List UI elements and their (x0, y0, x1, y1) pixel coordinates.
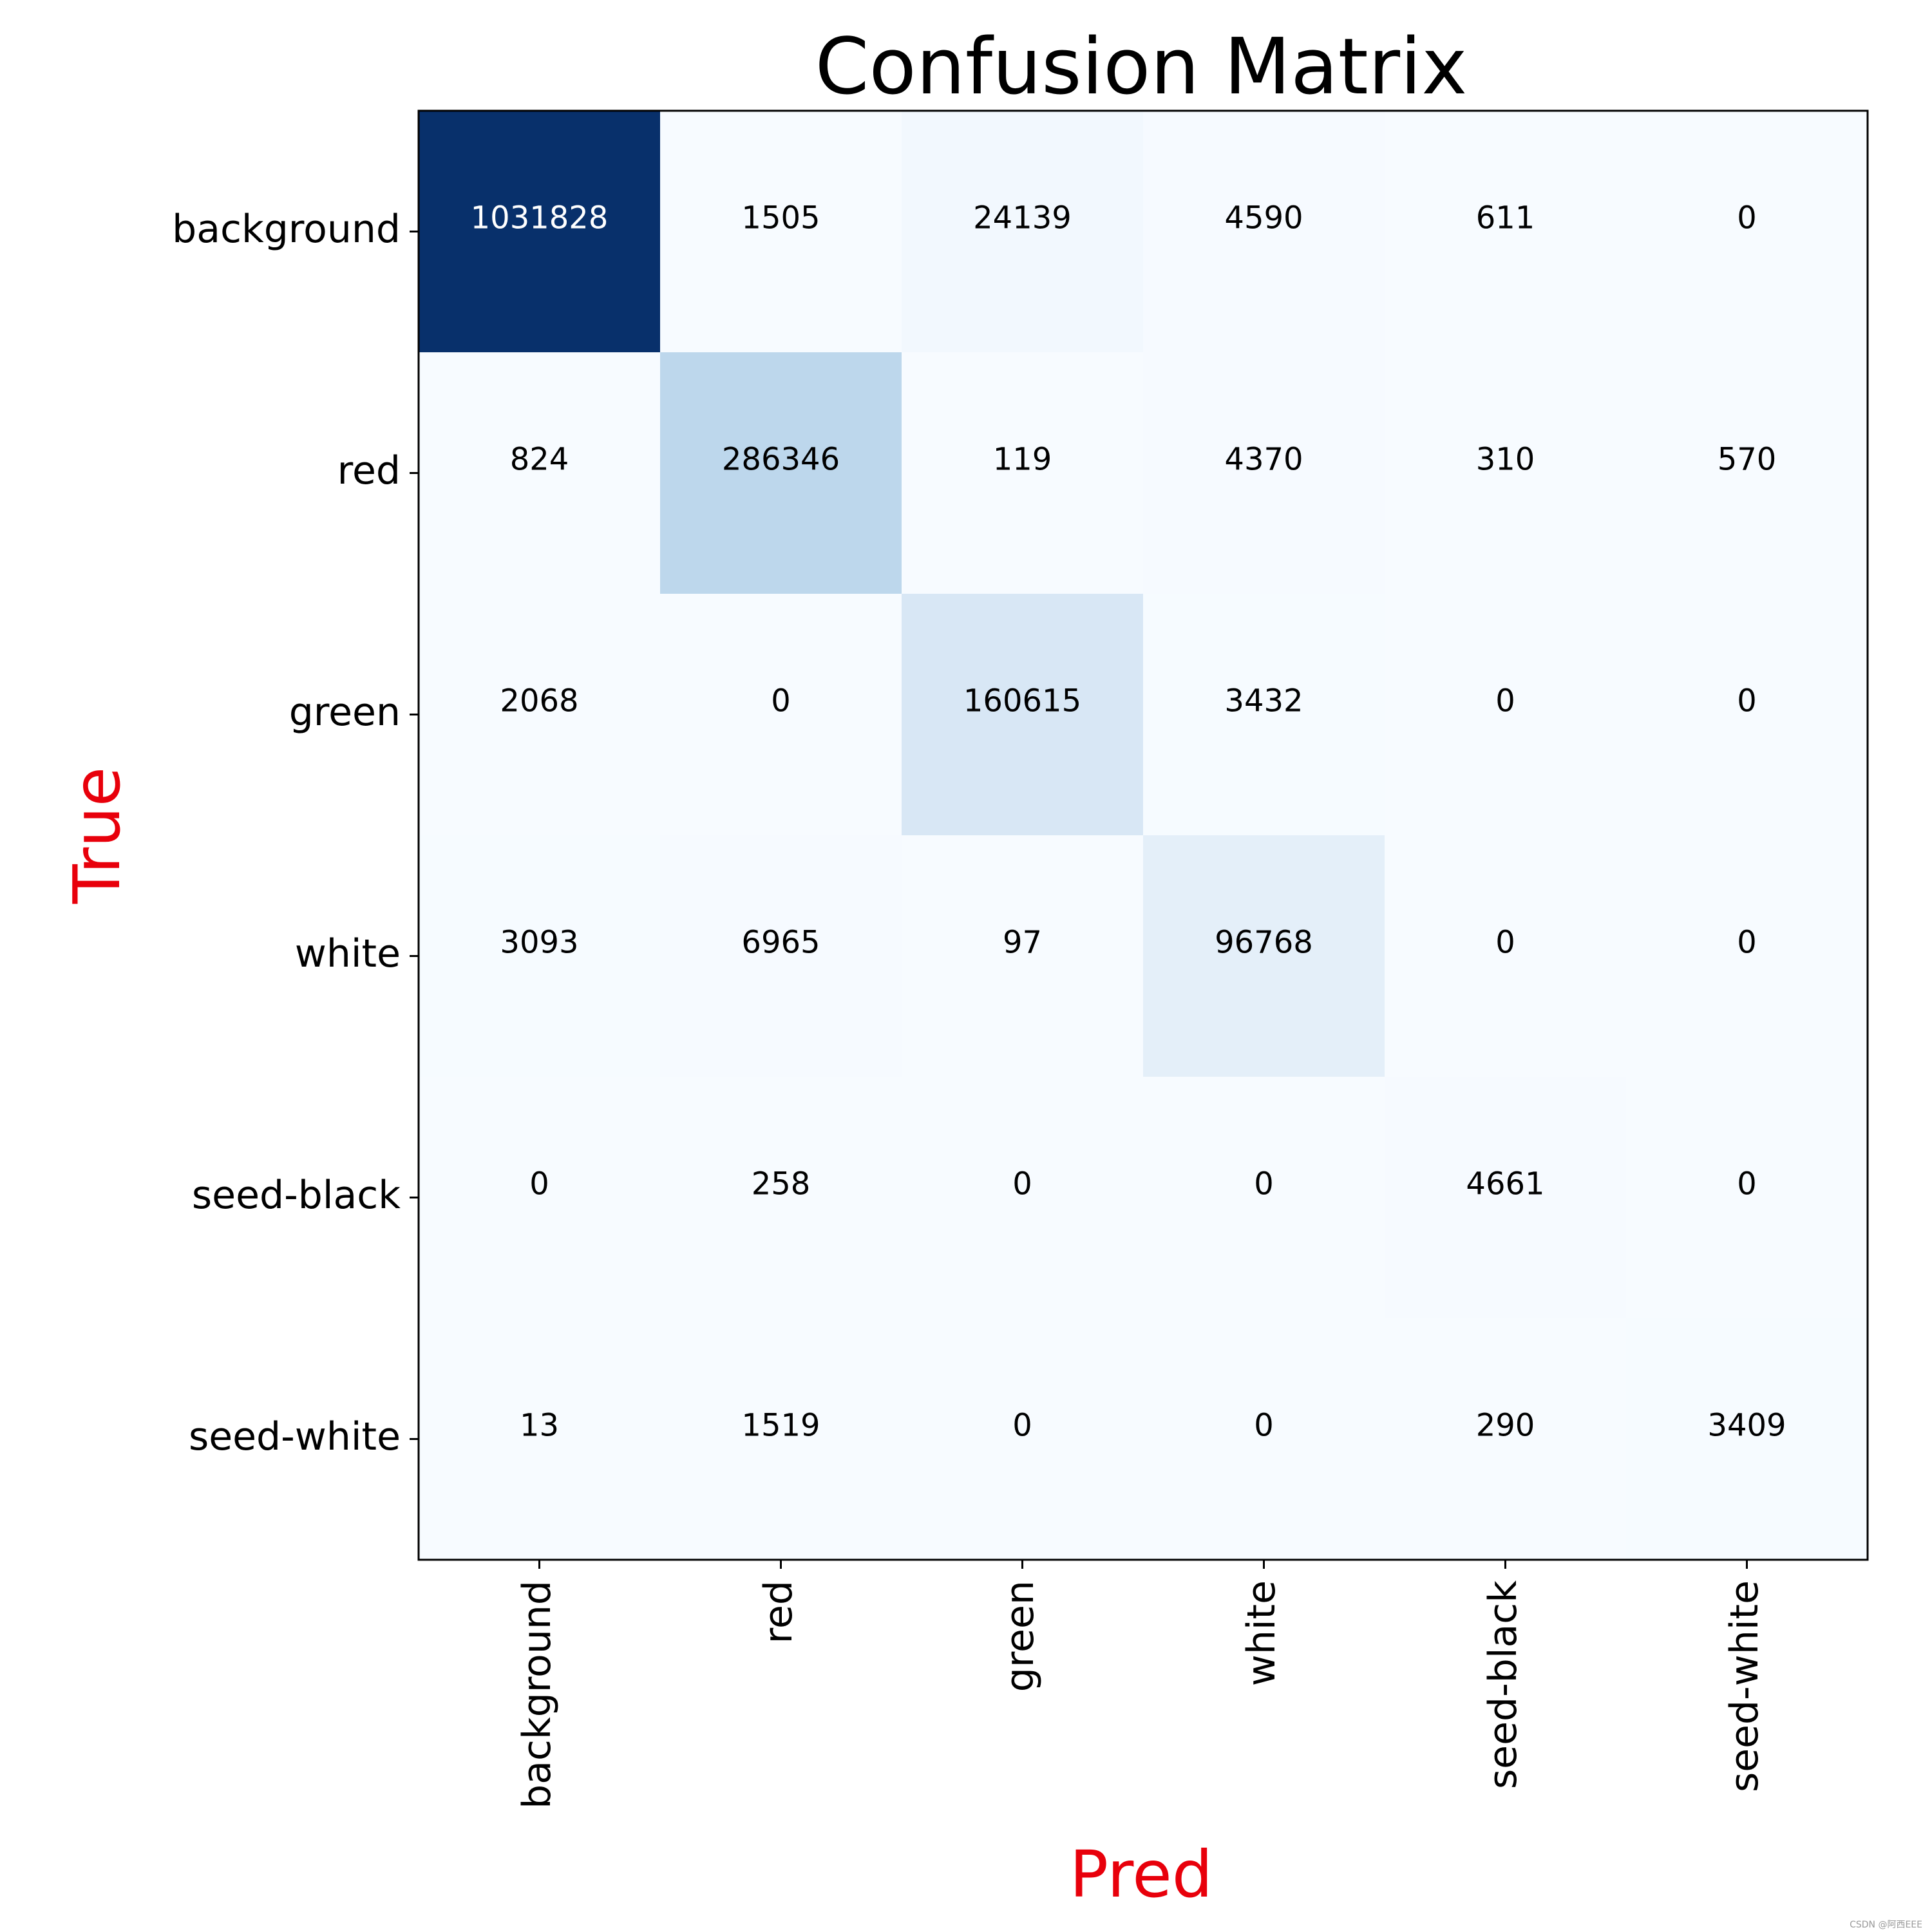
y-axis-label: True (59, 767, 135, 904)
heatmap-cell (660, 594, 902, 836)
cell-value-label: 0 (1012, 1408, 1032, 1444)
heatmap-cell (902, 1077, 1144, 1319)
cell-value-label: 97 (1003, 925, 1042, 961)
heatmap-cell (1143, 835, 1385, 1077)
y-tick-label: seed-black (192, 1173, 401, 1218)
heatmap-cell (902, 835, 1144, 1077)
heatmap-cell (902, 111, 1144, 353)
heatmap-cell (1385, 594, 1627, 836)
y-tick-label: background (172, 207, 401, 252)
cell-value-label: 286346 (722, 442, 840, 478)
cell-value-label: 13 (520, 1408, 559, 1444)
heatmap-cell (1143, 352, 1385, 594)
cell-value-label: 570 (1718, 442, 1777, 478)
heatmap-cell (1385, 1318, 1627, 1560)
heatmap-cell-labels: 1031828 1505 24139 4590 611 0 824 286346 119 4370… (471, 200, 1786, 1444)
cell-value-label: 611 (1476, 200, 1535, 236)
heatmap-cell (419, 835, 661, 1077)
heatmap-cell (419, 111, 661, 353)
heatmap-cell (1626, 1318, 1868, 1560)
heatmap-cell (1626, 594, 1868, 836)
plot-frame (417, 109, 1869, 1561)
cell-value-label: 290 (1476, 1408, 1535, 1444)
cell-value-label: 0 (1495, 683, 1515, 719)
x-tick-label: seed-white (1722, 1580, 1767, 1792)
heatmap-cell (1143, 1077, 1385, 1319)
cell-value-label: 0 (1737, 925, 1757, 961)
heatmap-cells (419, 111, 1868, 1560)
cell-value-label: 258 (752, 1166, 811, 1202)
y-tick-label: seed-white (189, 1414, 401, 1459)
x-tick-label: green (998, 1580, 1043, 1692)
heatmap-cell (660, 1077, 902, 1319)
cell-value-label: 3093 (500, 925, 578, 961)
watermark: CSDN @阿西EEE (1850, 1920, 1922, 1930)
x-tick-label: seed-black (1481, 1580, 1526, 1789)
cell-value-label: 1519 (741, 1408, 820, 1444)
heatmap-cell (1143, 1318, 1385, 1560)
heatmap-cell (1385, 111, 1627, 353)
cell-value-label: 0 (529, 1166, 549, 1202)
x-axis-label: Pred (1070, 1837, 1213, 1912)
cell-value-label: 824 (510, 442, 569, 478)
heatmap-cell (1626, 111, 1868, 353)
y-axis-ticks: background red green white seed-black seed-wh… (172, 207, 419, 1459)
cell-value-label: 310 (1476, 442, 1535, 478)
x-axis-ticks: background red green white seed-black seed-wh… (515, 1560, 1767, 1809)
chart-title: Confusion Matrix (815, 23, 1468, 112)
heatmap-cell (902, 594, 1144, 836)
heatmap-cell (660, 835, 902, 1077)
heatmap-cell (419, 1077, 661, 1319)
cell-value-label: 4370 (1224, 442, 1303, 478)
cell-value-label: 0 (1254, 1166, 1274, 1202)
cell-value-label: 24139 (973, 200, 1072, 236)
cell-value-label: 119 (993, 442, 1052, 478)
cell-value-label: 0 (771, 683, 791, 719)
heatmap-cell (1626, 352, 1868, 594)
heatmap-cell (1385, 1077, 1627, 1319)
y-tick-label: white (295, 931, 401, 976)
cell-value-label: 160615 (963, 683, 1081, 719)
cell-value-label: 0 (1737, 683, 1757, 719)
cell-value-label: 0 (1737, 1166, 1757, 1202)
cell-value-label: 96768 (1215, 925, 1313, 961)
cell-value-label: 0 (1012, 1166, 1032, 1202)
y-tick-label: red (337, 448, 401, 493)
cell-value-label: 0 (1495, 925, 1515, 961)
heatmap-cell (419, 352, 661, 594)
heatmap-cell (1385, 835, 1627, 1077)
cell-value-label: 4661 (1466, 1166, 1544, 1202)
heatmap-cell (660, 111, 902, 353)
x-tick-label: white (1239, 1580, 1284, 1686)
heatmap-cell (1626, 835, 1868, 1077)
heatmap-cell (1385, 352, 1627, 594)
cell-value-label: 2068 (500, 683, 578, 719)
x-tick-label: red (756, 1580, 801, 1643)
heatmap-cell (419, 594, 661, 836)
heatmap-cell (1143, 594, 1385, 836)
cell-value-label: 0 (1254, 1408, 1274, 1444)
cell-value-label: 1031828 (471, 200, 609, 236)
heatmap-cell (902, 352, 1144, 594)
cell-value-label: 4590 (1224, 200, 1303, 236)
heatmap-cell (1626, 1077, 1868, 1319)
heatmap-cell (902, 1318, 1144, 1560)
cell-value-label: 3432 (1224, 683, 1303, 719)
cell-value-label: 3409 (1707, 1408, 1786, 1444)
y-tick-label: green (289, 690, 401, 735)
x-tick-label: background (515, 1580, 560, 1809)
cell-value-label: 6965 (741, 925, 820, 961)
cell-value-label: 0 (1737, 200, 1757, 236)
heatmap-cell (419, 1318, 661, 1560)
heatmap-cell (660, 1318, 902, 1560)
heatmap-cell (1143, 111, 1385, 353)
heatmap-cell (660, 352, 902, 594)
cell-value-label: 1505 (741, 200, 820, 236)
